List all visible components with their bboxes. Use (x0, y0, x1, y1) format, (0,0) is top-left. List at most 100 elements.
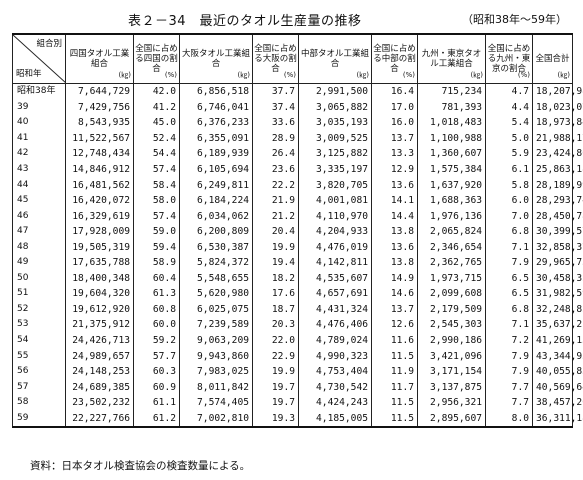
year-cell: 44 (12, 177, 66, 193)
value-cell: 19,505,319 (65, 239, 134, 256)
col-unit: (㎏) (237, 71, 250, 79)
table-row: 44 16,481,562 58.4 6,249,811 22.2 3,820,705 13… (12, 177, 583, 193)
value-cell: 13.6 (371, 239, 418, 256)
value-cell: 12.6 (371, 317, 418, 333)
col-unit: (%) (164, 71, 177, 79)
value-cell: 4.7 (485, 83, 533, 100)
year-cell: 55 (12, 348, 66, 364)
table-row: 58 23,502,232 61.1 7,574,405 19.7 4,424,243 11… (12, 394, 583, 411)
value-cell: 781,393 (417, 99, 486, 116)
value-cell: 23,424,862 (532, 146, 583, 162)
col-header: 中部タオル工業組合 (㎏) (298, 34, 372, 84)
source-note: 資料：日本タオル検査協会の検査数量による。 (30, 460, 251, 472)
value-cell: 1,637,920 (417, 177, 486, 193)
value-cell: 3,137,875 (417, 379, 486, 395)
value-cell: 2,346,654 (417, 239, 486, 256)
value-cell: 19,612,920 (65, 301, 134, 318)
value-cell: 59.0 (133, 223, 180, 240)
table-row: 47 17,928,009 59.0 6,200,809 20.4 4,204,933 13… (12, 223, 583, 240)
value-cell: 2,991,500 (298, 83, 372, 100)
value-cell: 19.3 (252, 410, 299, 428)
value-cell: 22.2 (252, 177, 299, 193)
value-cell: 61.3 (133, 286, 180, 302)
value-cell: 7,574,405 (179, 394, 253, 411)
value-cell: 25,863,187 (532, 161, 583, 178)
table-row: 39 7,429,756 41.2 6,746,041 37.4 3,065,882 17.… (12, 99, 583, 116)
value-cell: 41.2 (133, 99, 180, 116)
value-cell: 7.7 (485, 394, 533, 411)
value-cell: 28.9 (252, 130, 299, 147)
value-cell: 2,545,303 (417, 317, 486, 333)
value-cell: 4,424,243 (298, 394, 372, 411)
value-cell: 4,110,970 (298, 208, 372, 224)
value-cell: 4,431,324 (298, 301, 372, 318)
col-label: 全国に占める四国の割合 (135, 44, 178, 74)
year-cell: 40 (12, 115, 66, 131)
value-cell: 6,530,387 (179, 239, 253, 256)
value-cell: 5.0 (485, 130, 533, 147)
corner-top-label: 組合別 (36, 39, 62, 49)
value-cell: 36,311,188 (532, 410, 583, 428)
value-cell: 6,105,694 (179, 161, 253, 178)
value-cell: 4,990,323 (298, 348, 372, 364)
value-cell: 8.0 (485, 410, 533, 428)
year-cell: 39 (12, 99, 66, 116)
table-body: 昭和38年 7,644,729 42.0 6,856,518 37.7 2,991,500… (12, 83, 583, 428)
corner-header: 組合別 昭和年 (12, 34, 66, 84)
col-header: 九州・東京タオル工業組合 (㎏) (417, 34, 486, 84)
value-cell: 3,171,154 (417, 363, 486, 380)
value-cell: 60.9 (133, 379, 180, 395)
value-cell: 41,269,132 (532, 332, 583, 349)
value-cell: 4,476,019 (298, 239, 372, 256)
value-cell: 8,011,842 (179, 379, 253, 395)
year-cell: 42 (12, 146, 66, 162)
value-cell: 21.9 (252, 192, 299, 209)
value-cell: 40,569,644 (532, 379, 583, 395)
value-cell: 18.7 (252, 301, 299, 318)
value-cell: 24,426,713 (65, 332, 134, 349)
value-cell: 26.4 (252, 146, 299, 162)
value-cell: 4,535,607 (298, 270, 372, 287)
value-cell: 16,481,562 (65, 177, 134, 193)
value-cell: 14,846,912 (65, 161, 134, 178)
col-label: 四国タオル工業組合 (69, 49, 130, 69)
value-cell: 1,018,483 (417, 115, 486, 131)
value-cell: 33.6 (252, 115, 299, 131)
value-cell: 11,522,567 (65, 130, 134, 147)
value-cell: 60.8 (133, 301, 180, 318)
value-cell: 7.2 (485, 332, 533, 349)
table-row: 55 24,989,657 57.7 9,943,860 22.9 4,990,323 11… (12, 348, 583, 364)
value-cell: 3,065,882 (298, 99, 372, 116)
value-cell: 61.2 (133, 410, 180, 428)
value-cell: 37.4 (252, 99, 299, 116)
year-cell: 43 (12, 161, 66, 178)
value-cell: 22.9 (252, 348, 299, 364)
value-cell: 7,239,589 (179, 317, 253, 333)
col-label: 全国に占める大阪の割合 (254, 44, 297, 74)
col-header: 全国に占める九州・東京の割合 (%) (485, 34, 533, 84)
title-row: 表２－34 最近のタオル生産量の推移 （昭和38年～59年） (0, 10, 583, 30)
corner-diagonal (13, 35, 66, 83)
value-cell: 9,063,209 (179, 332, 253, 349)
value-cell: 21.2 (252, 208, 299, 224)
value-cell: 1,688,363 (417, 192, 486, 209)
value-cell: 12.9 (371, 161, 418, 178)
value-cell: 3,035,193 (298, 115, 372, 131)
value-cell: 42.0 (133, 83, 180, 100)
value-cell: 11.9 (371, 363, 418, 380)
value-cell: 1,360,607 (417, 146, 486, 162)
value-cell: 4,657,691 (298, 286, 372, 302)
value-cell: 715,234 (417, 83, 486, 100)
value-cell: 35,637,210 (532, 317, 583, 333)
value-cell: 4,789,024 (298, 332, 372, 349)
table-row: 57 24,689,385 60.9 8,011,842 19.7 4,730,542 11… (12, 379, 583, 395)
value-cell: 32,248,828 (532, 301, 583, 318)
value-cell: 6,249,811 (179, 177, 253, 193)
value-cell: 6,034,062 (179, 208, 253, 224)
col-unit: (㎏) (470, 71, 483, 79)
value-cell: 1,976,136 (417, 208, 486, 224)
year-cell: 昭和38年 (12, 83, 66, 100)
value-cell: 28,189,998 (532, 177, 583, 193)
year-cell: 57 (12, 379, 66, 395)
value-cell: 6.5 (485, 286, 533, 302)
